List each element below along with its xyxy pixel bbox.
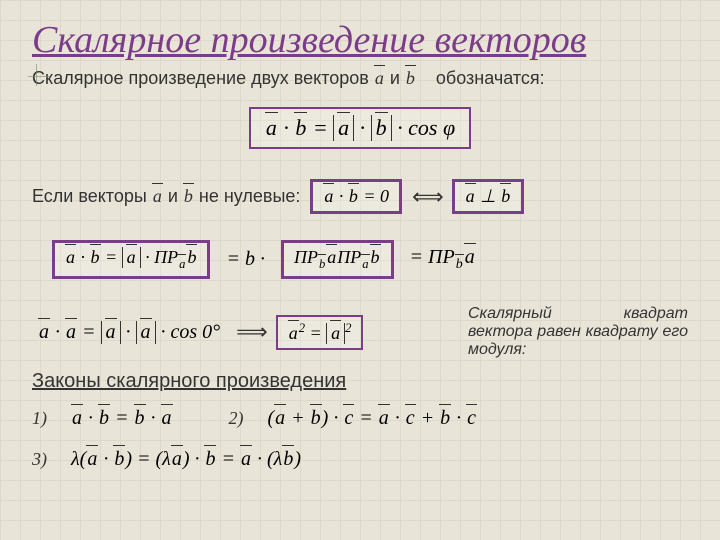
square-row: a · a = a · a · cos 0° ⟹ a2 = a2 Скалярн… [32,305,688,360]
intro-line: Скалярное произведение двух векторов a и… [32,68,688,89]
proj-box1: a · b = a · ПРab [52,240,210,279]
proj-mid: = b · [226,248,265,271]
law1-num: 1) [32,408,47,429]
square-explain: Скалярный квадрат вектора равен квадрату… [468,305,688,360]
projection-row: a · b = a · ПРab = b · ПРbaПРab = ПРba [52,232,688,287]
law2-num: 2) [229,408,244,429]
law3-num: 3) [32,449,47,470]
slide-title: Скалярное произведение векторов [32,18,688,62]
intro-part1: Скалярное произведение двух векторов [32,68,374,88]
laws-row-3: 3) λ(a · b) = (λa) · b = a · (λb) [32,444,688,475]
corner-ornament [28,68,52,92]
laws-title: Законы скалярного произведения [32,370,688,393]
square-lhs: a · a = a · a · cos 0° [38,321,220,344]
perp-box: a ⊥ b [452,179,525,214]
proj-end: = ПРba [410,246,476,273]
intro-and: и [385,68,405,88]
slide: Скалярное произведение векторов Скалярно… [0,0,720,503]
law1-formula: a · b = b · a [71,407,173,430]
nonzero-row: Если векторы a и b не нулевые: a · b = 0… [32,171,688,222]
implies-arrow: ⟹ [236,319,266,345]
vec-b-inline: b [405,68,416,89]
cond-text: Если векторы a и b не нулевые: [32,186,300,207]
proj-box2: ПРbaПРab [281,240,394,279]
law2-formula: (a + b) · c = a · c + b · c [268,407,478,430]
law3-formula: λ(a · b) = (λa) · b = a · (λb) [71,448,301,471]
vec-a-inline: a [374,68,385,89]
intro-part2: обозначатся: [431,68,545,88]
main-formula: a · b = a · b · cos φ [249,107,471,149]
laws-row-1-2: 1) a · b = b · a 2) (a + b) · c = a · c … [32,403,688,434]
zero-eq-box: a · b = 0 [310,179,402,214]
square-rhs-box: a2 = a2 [276,315,364,350]
iff-arrow: ⟺ [412,184,442,210]
